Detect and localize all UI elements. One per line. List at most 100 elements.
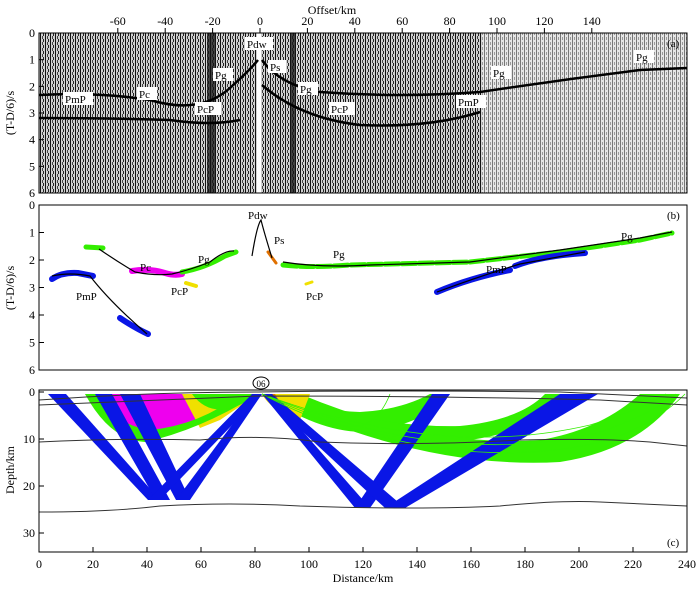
phase-label-pg: Pg xyxy=(298,82,318,96)
raypaths-pg xyxy=(262,394,680,463)
distance-tick-label: 20 xyxy=(87,557,99,571)
depth-tick-label: 0 xyxy=(29,385,35,399)
svg-text:Pg: Pg xyxy=(215,70,227,82)
time-tick-label: 2 xyxy=(29,79,35,93)
offset-tick-label: -20 xyxy=(205,14,221,28)
svg-text:PmP: PmP xyxy=(458,97,479,109)
distance-tick-label: 180 xyxy=(516,557,534,571)
time-axis-label: (T-D/6)/s xyxy=(3,266,17,311)
time-tick-label: 0 xyxy=(29,198,35,212)
depth-axis-label: Depth/km xyxy=(3,445,17,494)
raypath-pg xyxy=(261,393,677,446)
offset-tick-label: 120 xyxy=(535,14,553,28)
distance-tick-label: 160 xyxy=(462,557,480,571)
raypath-pmp xyxy=(385,394,598,508)
raypath-pg xyxy=(261,393,391,427)
dark-trace-band xyxy=(290,33,296,193)
svg-text:Pg: Pg xyxy=(493,68,505,80)
offset-tick-label: 140 xyxy=(583,14,601,28)
event-pcp xyxy=(261,84,481,127)
panel-c-label: (c) xyxy=(667,537,680,549)
phase-labels: PmP Pc PcP Pg Pdw Ps Pg PcP PmP Pg Pg xyxy=(63,37,654,116)
raypath-pmp xyxy=(120,394,190,500)
phase-label-pg: Pg xyxy=(213,68,233,82)
time-tick-label: 1 xyxy=(29,53,35,67)
raypath-pmp xyxy=(48,394,160,500)
moho xyxy=(38,501,688,513)
offset-axis-title: Offset/km xyxy=(308,3,357,17)
raypath-pg xyxy=(261,393,667,438)
raypath-pmp xyxy=(95,394,170,500)
time-tick-label: 3 xyxy=(29,106,35,120)
raypaths-pmp xyxy=(48,394,598,508)
phase-label-pg: Pg xyxy=(634,50,654,64)
seismic-section-right xyxy=(482,33,687,193)
pick-pcp xyxy=(304,280,314,286)
phase-label-pdw: Pdw xyxy=(245,37,273,51)
raypath-pmp xyxy=(176,394,262,500)
offset-tick-label: 20 xyxy=(301,14,313,28)
distance-tick-label: 140 xyxy=(408,557,426,571)
offset-tick-label: 60 xyxy=(396,14,408,28)
depth-tick-label: 10 xyxy=(23,432,35,446)
svg-text:Pc: Pc xyxy=(139,89,150,101)
time-tick-labels: 0 1 2 3 4 5 6 xyxy=(29,26,44,200)
svg-text:Ps: Ps xyxy=(270,62,280,74)
time-tick-label: 6 xyxy=(29,186,35,200)
distance-tick-label: 60 xyxy=(195,557,207,571)
phase-label-pmp: PmP xyxy=(456,95,486,109)
depth-tick-label: 30 xyxy=(23,526,35,540)
distance-tick-label: 220 xyxy=(624,557,642,571)
phase-label-ps: Ps xyxy=(268,60,286,74)
time-tick-label: 4 xyxy=(29,133,35,147)
pick-pcp xyxy=(184,281,198,288)
time-axis-label: (T-D/6)/s xyxy=(3,91,17,136)
svg-text:PmP: PmP xyxy=(65,94,86,106)
panel-b-label: (b) xyxy=(667,210,680,222)
phase-label-pg: Pg xyxy=(198,254,210,266)
calculated-traveltimes xyxy=(51,218,673,335)
phase-label-pg: Pg xyxy=(621,231,633,243)
model-interfaces xyxy=(38,390,688,513)
phase-label-pg: Pg xyxy=(333,249,345,261)
raypaths-pg-fine xyxy=(261,393,686,454)
calc-curve-pmp xyxy=(436,251,586,293)
calc-curve xyxy=(98,248,235,276)
time-tick-label: 3 xyxy=(29,281,35,295)
phase-labels: Pdw Ps Pc Pg PcP PmP Pg PcP PmP Pg xyxy=(76,210,633,303)
phase-label-ps: Ps xyxy=(274,235,284,247)
distance-tick-label: 100 xyxy=(300,557,318,571)
panel-b: (b) 0 1 2 3 4 5 6 (T-D/6)/s Pdw Ps xyxy=(3,198,688,377)
interface-1 xyxy=(38,390,688,401)
offset-tick-label: -60 xyxy=(110,14,126,28)
time-tick-label: 5 xyxy=(29,336,35,350)
time-tick-label: 4 xyxy=(29,308,35,322)
panel-a: Offset/km -60 -40 -20 0 20 40 60 80 100 120 140 (a… xyxy=(3,3,688,200)
event-pc xyxy=(38,116,241,125)
event-pg-right xyxy=(260,59,688,97)
phase-label-pcp: PcP xyxy=(329,102,355,116)
time-tick-label: 2 xyxy=(29,253,35,267)
distance-tick-label: 240 xyxy=(678,557,696,571)
calc-curve-pdw xyxy=(251,218,273,259)
time-tick-label: 0 xyxy=(29,26,35,40)
time-tick-label: 5 xyxy=(29,159,35,173)
phase-label-pg: Pg xyxy=(491,66,511,80)
depth-tick-label: 20 xyxy=(23,479,35,493)
distance-axis-label: Distance/km xyxy=(333,571,394,585)
distance-tick-labels: 0 20 40 60 80 100 120 140 160 180 200 220 240 xyxy=(36,547,696,571)
panel-b-frame xyxy=(38,204,688,371)
svg-text:PcP: PcP xyxy=(331,104,348,116)
time-tick-labels: 0 1 2 3 4 5 6 xyxy=(29,198,44,377)
distance-tick-label: 200 xyxy=(570,557,588,571)
raypath-pmp xyxy=(262,394,405,508)
distance-tick-label: 120 xyxy=(354,557,372,571)
pick-pg xyxy=(179,249,239,275)
raypaths-pg xyxy=(262,394,572,441)
interface-2 xyxy=(38,395,688,406)
raypath-pmp xyxy=(262,394,370,508)
panel-c: 06 (c) 0 10 20 30 Depth/km 0 20 40 60 80 100 120 1… xyxy=(3,376,696,585)
time-tick-label: 6 xyxy=(29,363,35,377)
phase-label-pdw: Pdw xyxy=(248,210,268,222)
